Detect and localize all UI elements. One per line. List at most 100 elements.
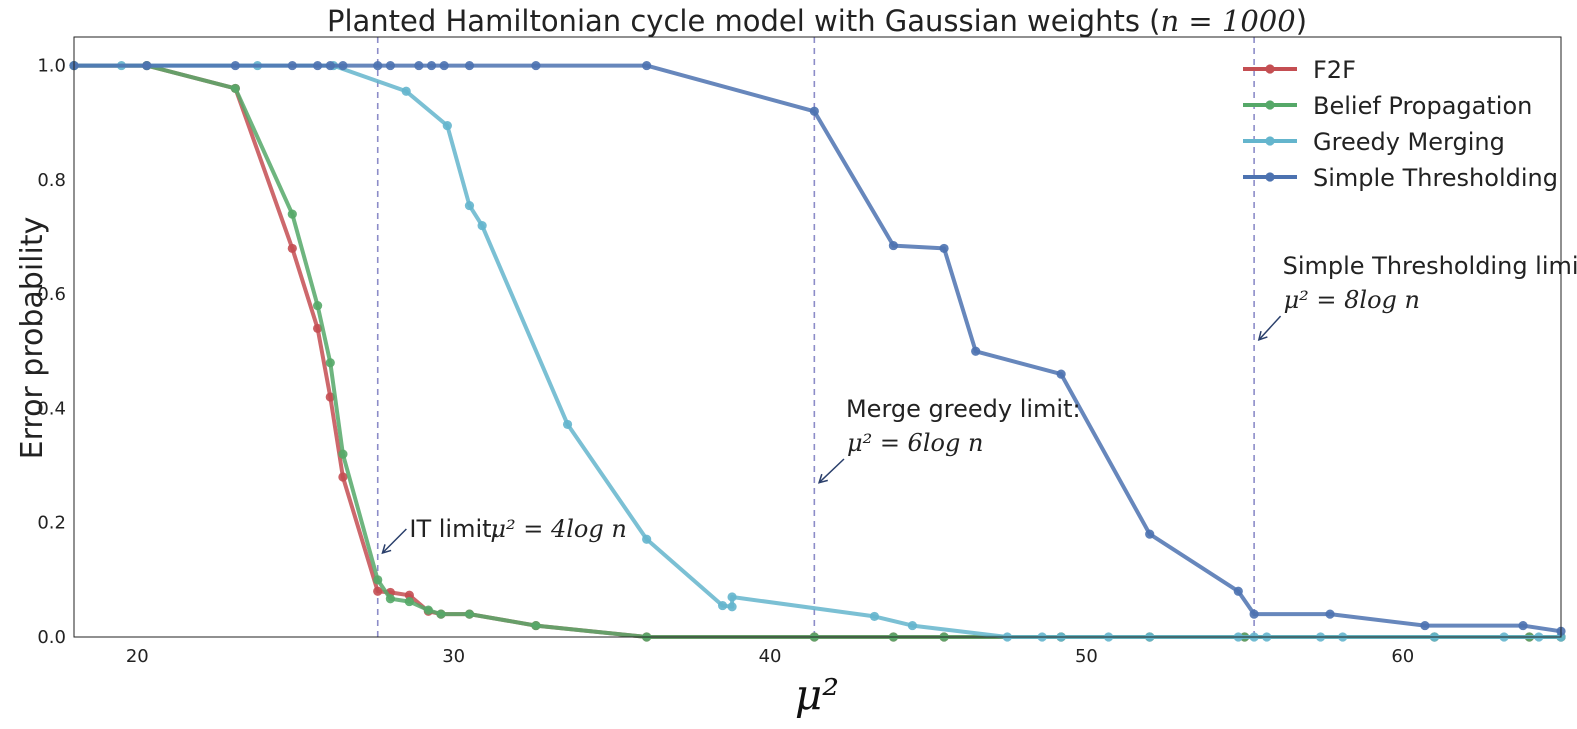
y-tick-label: 0.4 [37,398,66,419]
data-point [313,300,323,311]
annotations: IT limit:μ² = 4log n Merge greedy limit: μ… [381,252,1577,555]
data-point [287,60,297,71]
data-point [373,586,383,596]
legend-swatch-marker [1265,172,1275,182]
legend: F2F Belief Propagation Greedy Merging Simpl… [1243,56,1558,192]
data-point [230,60,240,71]
data-point [939,243,949,254]
data-point [423,605,433,615]
annotation-label: IT limit: [409,515,499,543]
legend-swatch-marker [1265,64,1275,74]
chart-title: Planted Hamiltonian cycle model with Gau… [327,4,1307,38]
annotation-formula: μ² = 6log n [847,429,983,457]
legend-item: F2F [1243,56,1356,84]
legend-swatch-marker [1265,100,1275,110]
legend-label: Simple Thresholding [1313,164,1558,192]
data-point [404,590,414,600]
data-point [531,620,541,631]
y-tick-label: 0.0 [37,627,66,648]
data-point [338,60,348,71]
legend-item: Belief Propagation [1243,92,1532,120]
data-point [442,120,452,131]
y-tick-label: 0.2 [37,513,66,534]
data-point [888,240,899,251]
data-point [907,620,918,631]
annotation-arrow-head [1257,330,1268,342]
data-point [809,106,819,116]
legend-item: Greedy Merging [1243,128,1505,156]
data-point [436,609,446,619]
data-point [464,200,475,211]
data-point [325,358,335,368]
data-point [1233,586,1243,596]
data-point [869,611,880,622]
data-point [1145,529,1155,539]
data-point [477,220,487,231]
data-point [642,60,652,71]
data-point [325,60,335,71]
data-point [404,596,414,607]
data-point [287,209,297,219]
y-tick-label: 0.6 [37,284,66,305]
legend-label: Greedy Merging [1313,128,1505,156]
x-tick-label: 50 [1075,646,1098,667]
annotation-arrow-shaft [1258,315,1282,341]
x-axis-label: μ² [795,670,839,719]
x-tick-label: 20 [126,646,149,667]
data-point [385,594,395,604]
annotation-arrow-head [817,473,828,484]
data-point [642,534,652,544]
plot-frame [73,36,1562,638]
annotation-1: IT limit:μ² = 4log n [381,515,627,555]
chart-title-text: Planted Hamiltonian cycle model with Gau… [327,4,1161,38]
data-point [1325,609,1335,619]
data-point [338,472,348,482]
chart-title-suffix: ) [1296,4,1307,38]
data-point [373,575,383,585]
data-point [1249,609,1259,619]
data-point [727,592,737,602]
annotation-arrow-shaft [818,458,845,484]
y-tick-label: 1.0 [37,56,66,77]
y-axis-label: Error probability [15,217,50,460]
y-tick-label: 0.8 [37,170,66,191]
data-point [313,60,323,71]
data-point [717,600,728,611]
annotation-3: Simple Thresholding limit: μ² = 8log n [1257,252,1577,342]
annotation-label: Simple Thresholding limit: [1283,252,1577,280]
x-tick-labels: 20 30 40 50 60 [126,646,1414,667]
data-point [439,60,449,71]
annotation-2: Merge greedy limit: μ² = 6log n [817,395,1081,484]
data-point [1420,620,1430,631]
data-point [401,86,411,96]
data-point [338,449,348,459]
legend-swatch-marker [1265,136,1275,146]
annotation-arrow-shaft [381,528,407,554]
data-point [562,419,573,430]
x-tick-label: 40 [759,646,782,667]
data-point [464,609,475,619]
data-point [325,392,335,402]
data-point [313,323,323,334]
data-point [531,60,541,71]
data-point [385,60,395,71]
annotation-formula: μ² = 8log n [1284,286,1420,314]
x-tick-label: 60 [1391,646,1414,667]
annotation-label: Merge greedy limit: [846,395,1081,423]
series-3 [69,60,1566,636]
data-point [426,60,437,71]
data-point [142,60,152,71]
annotation-formula: μ² = 4log n [490,515,626,543]
chart-title-math: n = 1000 [1160,4,1295,38]
data-point [1518,620,1528,631]
data-point [727,602,737,612]
legend-label: Belief Propagation [1313,92,1532,120]
data-point [230,83,240,94]
data-point [971,346,981,356]
data-point [373,60,383,71]
data-point [287,243,297,254]
data-point [464,60,475,71]
x-tick-label: 30 [442,646,465,667]
legend-item: Simple Thresholding [1243,164,1558,192]
